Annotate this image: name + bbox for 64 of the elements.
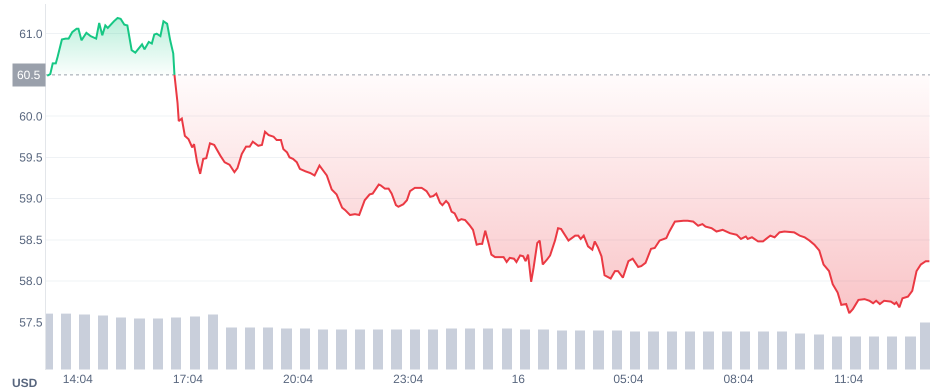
bar [758, 332, 769, 370]
bar [502, 328, 512, 370]
bar [410, 330, 420, 370]
bar [777, 332, 787, 370]
bar [685, 332, 695, 370]
bar [887, 336, 897, 370]
y-tick-label: 60.0 [19, 109, 43, 124]
bar [795, 334, 805, 370]
x-tick-label: 23:04 [393, 372, 424, 386]
x-tick-label: 08:04 [724, 372, 754, 386]
x-tick-label: 05:04 [613, 372, 644, 386]
bar [226, 328, 237, 370]
y-tick-label: 57.5 [19, 315, 43, 330]
bar [190, 316, 200, 370]
bar [483, 328, 493, 370]
x-tick-label: 20:04 [283, 372, 314, 386]
bar [648, 332, 659, 370]
bar [98, 316, 108, 370]
bar [869, 336, 879, 370]
bar [814, 334, 824, 370]
bar [171, 318, 181, 370]
x-tick-label: 11:04 [834, 372, 864, 386]
bar [263, 328, 273, 370]
bar [465, 328, 475, 370]
bar [318, 330, 328, 370]
y-tick-label: 58.0 [19, 274, 43, 288]
bar [300, 328, 310, 370]
bar [612, 330, 622, 370]
x-tick-label: 17:04 [172, 372, 204, 386]
y-tick-label: 59.5 [19, 150, 43, 165]
bar [575, 330, 585, 370]
bar [391, 330, 402, 370]
y-tick-label: 58.5 [19, 232, 43, 247]
bar [703, 332, 714, 370]
bar [373, 330, 383, 370]
bar [832, 336, 842, 370]
bar [520, 330, 530, 370]
bar [153, 318, 163, 370]
bar [740, 332, 750, 370]
x-tick-label: 16 [512, 372, 526, 386]
bar [722, 332, 732, 370]
bar [134, 318, 145, 370]
bar [538, 330, 549, 370]
bar [557, 330, 567, 370]
bar [245, 328, 255, 370]
bar [281, 328, 292, 370]
bar [905, 336, 916, 370]
ref-line-label: 60.5 [17, 68, 41, 82]
bar [850, 336, 861, 370]
y-tick-label: 59.0 [19, 192, 43, 206]
bar [336, 330, 347, 370]
bar [428, 330, 438, 370]
bar [208, 314, 218, 370]
bar [61, 314, 71, 370]
bar [667, 332, 677, 370]
x-tick-label: 14:04 [62, 372, 94, 386]
bar [593, 330, 604, 370]
bar [79, 314, 90, 370]
bar [446, 328, 457, 370]
y-tick-label: 61.0 [19, 26, 43, 41]
bar [116, 318, 126, 370]
bar [355, 330, 365, 370]
bar [630, 332, 640, 370]
y-axis-title: USD [12, 376, 38, 390]
